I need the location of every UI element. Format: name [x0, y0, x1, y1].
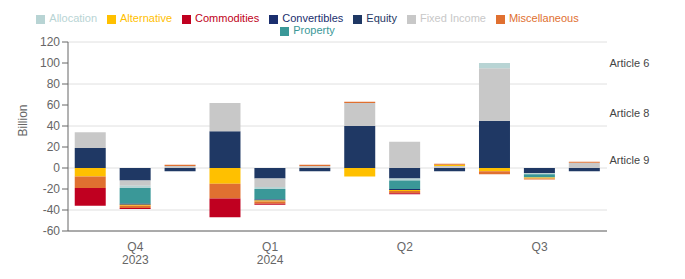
html-text:Fixed Income: Fixed Income: [419, 12, 486, 24]
html-text:Equity: Equity: [366, 12, 397, 24]
svg-text:Article 8: Article 8: [610, 107, 650, 119]
svg-text:0: 0: [53, 161, 60, 175]
html-text:Property: Property: [293, 24, 335, 36]
svg-text:Article 9: Article 9: [610, 154, 650, 166]
html-text:Convertibles: Convertibles: [282, 12, 344, 24]
html-text:Miscellaneous: Miscellaneous: [509, 12, 579, 24]
svg-text:120: 120: [40, 35, 60, 49]
html-text:Commodities: Commodities: [195, 12, 260, 24]
html-text:Allocation: Allocation: [49, 12, 97, 24]
svg-text:-60: -60: [43, 224, 61, 238]
svg-text:100: 100: [40, 56, 60, 70]
svg-text:-40: -40: [43, 203, 61, 217]
svg-text:Q42023: Q42023: [122, 240, 149, 267]
svg-text:Article 6: Article 6: [610, 57, 650, 69]
svg-text:80: 80: [47, 77, 61, 91]
html-text:Alternative: Alternative: [120, 12, 172, 24]
svg-text:-20: -20: [43, 182, 61, 196]
svg-text:20: 20: [47, 140, 61, 154]
svg-text:60: 60: [47, 98, 61, 112]
svg-text:Billion: Billion: [16, 104, 30, 136]
svg-text:Q2: Q2: [397, 240, 413, 254]
svg-text:Q12024: Q12024: [257, 240, 284, 267]
svg-text:Q3: Q3: [532, 240, 548, 254]
svg-text:40: 40: [47, 119, 61, 133]
